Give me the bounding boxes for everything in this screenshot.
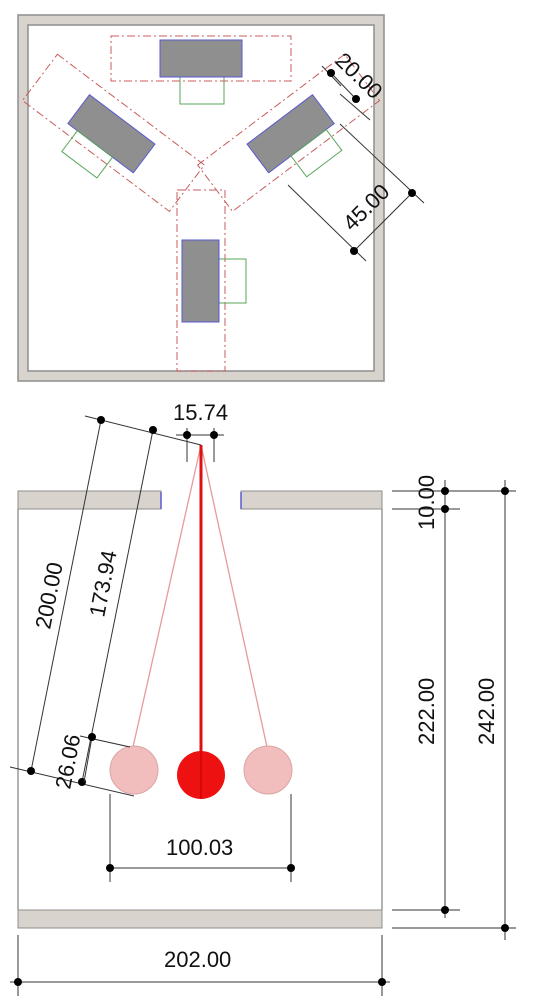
dim-label-total-height: 242.00 [474,678,499,745]
plan-zone-left [21,53,206,213]
plan-station-right [196,53,381,213]
plan-dim-spacing: 45.00 [287,123,425,262]
dimension-dot [106,864,114,872]
dim-opening-width: 15.74 [173,400,228,462]
dimension-dot [14,978,22,986]
plan-station-top [110,35,292,105]
plan-seat-bottom [218,258,247,304]
plan-seat-left [61,130,114,179]
dimension-dot [408,189,416,197]
dim-swing-width: 100.03 [106,794,295,882]
dim-pendulum-outer: 200.00 [9,415,202,797]
section-view: 15.74 200.00 173.94 26.06 [9,400,516,996]
dimension-dot [441,906,449,914]
pendulum-string-left [132,444,202,748]
dimension-dot [210,431,218,439]
dimension-dot [287,864,295,872]
dimension-dot [97,416,105,424]
top-slab-left [17,490,162,510]
dim-total-width: 202.00 [10,935,390,996]
plan-room-wall [17,14,385,382]
dim-label-swing: 100.03 [166,835,233,860]
dim-label-spacing: 45.00 [338,179,395,236]
dimension-dot [501,487,509,495]
plan-view: 20.00 45.00 [17,14,425,382]
dim-label-pendulum-outer: 200.00 [30,560,67,631]
dimension-dot [350,247,358,255]
plan-zone-top [110,35,292,82]
plan-seat-top [179,76,225,105]
dimension-dot [378,978,386,986]
dimension-dot [501,924,509,932]
plan-station-left [21,53,206,213]
dim-total-height: 242.00 [392,480,516,940]
dimension-dot [27,767,35,775]
plan-station-bottom [176,189,247,372]
bottom-slab [17,909,383,929]
plan-desk-top [159,39,243,78]
dimension-dot [149,426,157,434]
pendulum-bob-left [109,745,159,795]
pendulum-string-right [200,444,268,748]
plan-seat-right [290,128,343,178]
top-slab-right [240,490,383,510]
dim-label-inner-height: 222.00 [414,678,439,745]
dimension-dot [441,487,449,495]
dim-label-total-width: 202.00 [164,947,231,972]
plan-desk-bottom [181,239,220,323]
dim-slab-thickness: 10.00 [392,475,516,918]
plan-zone-right [196,53,381,213]
dim-label-slab: 10.00 [414,475,439,530]
plan-zone-bottom [176,189,226,372]
dim-label-pendulum-inner: 173.94 [84,548,121,619]
dimension-dot [327,69,335,77]
dimension-dot [88,733,96,741]
dimension-dot [352,95,360,103]
dim-label-opening: 15.74 [173,400,228,425]
dim-pendulum-inner: 173.94 [78,426,157,786]
dim-inner-height: 222.00 [392,678,460,914]
dimension-dot [183,431,191,439]
pendulum-bob-right [243,745,293,795]
dimension-dot [441,505,449,513]
